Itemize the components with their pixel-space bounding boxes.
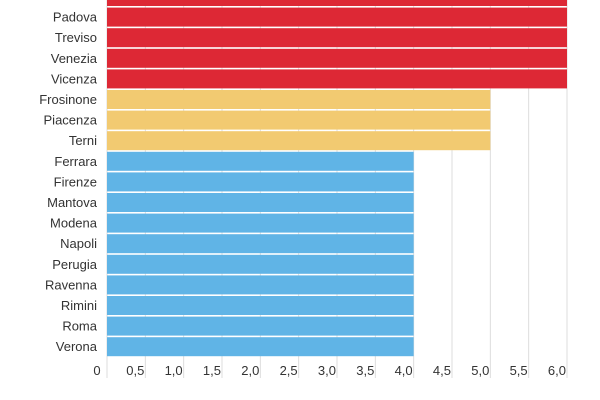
x-tick-label: 0,5: [126, 363, 144, 378]
bar: [107, 0, 567, 6]
category-label: Perugia: [52, 257, 98, 272]
bar: [107, 193, 414, 212]
bar: [107, 172, 414, 192]
x-tick-label: 0: [93, 363, 100, 378]
x-tick-label: 6,0: [548, 363, 566, 378]
x-tick-label: 4,5: [433, 363, 451, 378]
bar: [107, 48, 567, 68]
category-label: Frosinone: [39, 92, 97, 107]
bar: [107, 213, 414, 233]
bar: [107, 275, 414, 295]
category-label: Padova: [53, 10, 98, 25]
category-label: Verona: [56, 339, 98, 354]
category-label: Terni: [69, 133, 97, 148]
bar: [107, 234, 414, 254]
bar: [107, 131, 491, 151]
category-label: Napoli: [60, 236, 97, 251]
x-tick-label: 2,0: [241, 363, 259, 378]
bar: [107, 254, 414, 274]
bar: [107, 7, 567, 27]
bar: [107, 69, 567, 89]
x-tick-label: 2,5: [280, 363, 298, 378]
x-tick-label: 5,0: [471, 363, 489, 378]
category-label: Venezia: [51, 51, 98, 66]
category-label: Ferrara: [54, 154, 97, 169]
category-label: Piacenza: [44, 113, 98, 128]
x-tick-label: 1,5: [203, 363, 221, 378]
category-label: Firenze: [54, 174, 97, 189]
x-tick-label: 5,5: [510, 363, 528, 378]
bars: [107, 0, 567, 357]
category-label: Treviso: [55, 30, 97, 45]
bar: [107, 151, 414, 171]
category-label: Modena: [50, 216, 98, 231]
category-label: Vicenza: [51, 71, 98, 86]
bar: [107, 337, 414, 357]
x-tick-label: 3,5: [356, 363, 374, 378]
bar: [107, 90, 491, 109]
x-axis-tick-labels: 0 0,5 1,0 1,5 2,0 2,5 3,0 3,5 4,0 4,5 5,0 5,5 6,0: [93, 363, 566, 378]
category-label: Ravenna: [45, 277, 98, 292]
bar: [107, 316, 414, 336]
category-label: Roma: [62, 319, 97, 334]
bar: [107, 28, 567, 48]
category-labels: Padova Treviso Venezia Vicenza Frosinone Piac…: [39, 10, 98, 355]
x-tick-label: 1,0: [165, 363, 183, 378]
bar: [107, 110, 491, 130]
category-label: Mantova: [47, 195, 98, 210]
bar: [107, 296, 414, 315]
x-tick-label: 4,0: [395, 363, 413, 378]
x-tick-label: 3,0: [318, 363, 336, 378]
category-label: Rimini: [61, 298, 97, 313]
